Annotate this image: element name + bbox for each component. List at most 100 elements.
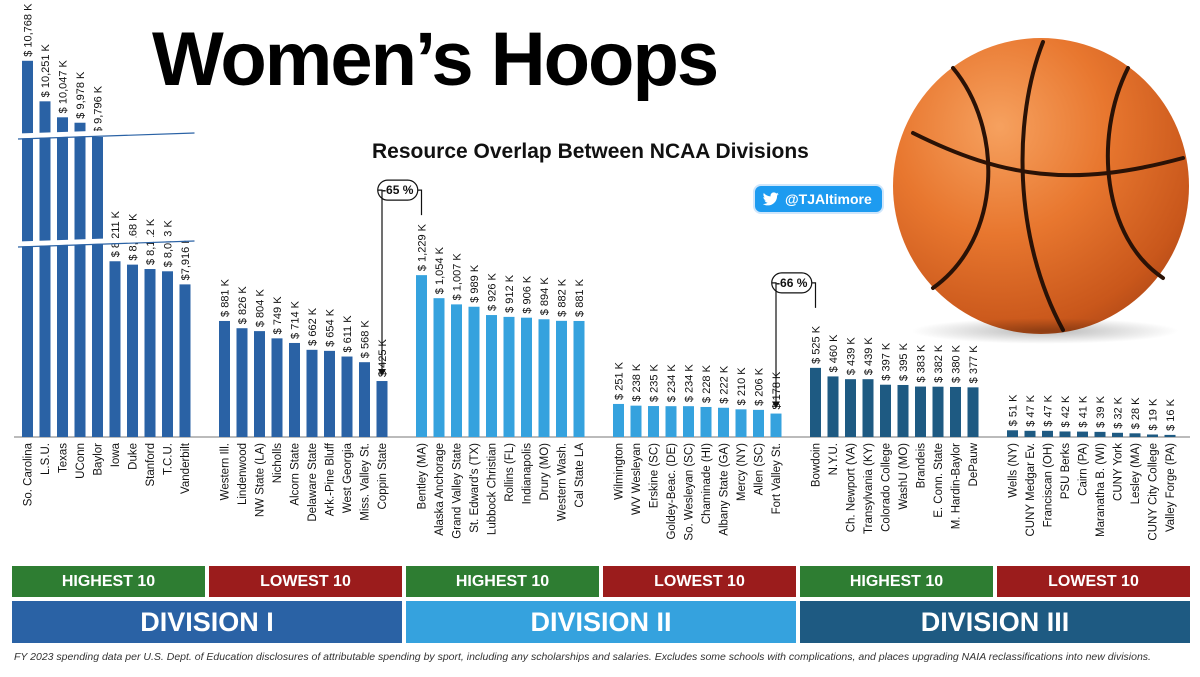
category-label: Alcorn State [290,443,302,506]
tier-band: LOWEST 10 [603,566,796,597]
bar-value-label: $ 894 K [539,277,551,316]
category-label: Lesley (MA) [1130,443,1142,505]
bar [556,320,567,437]
bar-value-label: $ 1,054 K [434,246,446,294]
category-label: Colorado College [881,443,893,532]
bar-value-label: $ 906 K [522,275,534,314]
bar [92,136,103,438]
bar [648,406,659,437]
category-label: Alaska Anchorage [434,443,446,536]
bar-value-label: $ 912 K [504,274,516,313]
bar-value-label: $ 178 K [771,371,783,410]
bar-value-label: $ 382 K [933,344,945,383]
bar [451,304,462,437]
bar [700,406,712,437]
drop-arrow-line [771,282,777,406]
bar [127,264,138,437]
bar-value-label: $ 8,211 K [110,210,122,257]
bar-chart: $ 10,768 K So. Carolina $ 10,251 K L.S.U. $ … [14,3,1190,541]
category-label: Western Wash. [557,443,569,521]
bar [718,407,729,437]
category-label: NW State (LA) [255,443,267,517]
bar-value-label: $ 8,083 K [163,220,175,268]
category-label: WashU (MO) [898,443,910,510]
bar [770,413,782,437]
drop-arrow-head [772,401,780,409]
bar [862,379,874,437]
category-label: Texas [58,443,70,473]
bar [57,117,68,438]
bar [967,387,979,437]
category-label: DePauw [968,442,980,486]
bar [630,405,642,437]
category-label: Cairn (PA) [1078,443,1090,496]
category-label: Baylor [93,443,105,476]
bar [573,320,585,437]
category-label: Chaminade (HI) [701,443,713,524]
bar-value-label: $7,916 K [180,236,192,281]
bar-value-label: $ 397 K [881,342,893,381]
category-label: Lindenwood [237,443,249,505]
category-label: Wilmington [614,443,626,500]
bar-value-label: $ 926 K [487,272,499,311]
bar [1024,430,1036,437]
tier-band: HIGHEST 10 [800,566,993,597]
bar-value-label: $ 251 K [614,361,626,400]
drop-connector-line [417,189,423,216]
tier-band: HIGHEST 10 [12,566,205,597]
bar-value-label: $ 234 K [684,364,696,403]
category-label: Iowa [110,442,122,467]
bar [219,320,230,437]
bar-value-label: $ 881 K [574,278,586,317]
tier-band: HIGHEST 10 [406,566,599,597]
bar-value-label: $ 882 K [557,278,569,317]
category-label: Bowdoin [811,443,823,487]
bar [468,306,480,437]
bar-value-label: $ 989 K [469,264,481,303]
bar [932,386,944,437]
bar [735,409,747,437]
bar [1147,434,1158,437]
bar [827,376,839,437]
category-label: Fort Valley St. [771,443,783,514]
bar-value-label: $ 8,168 K [128,213,140,261]
category-label: Stanford [145,443,157,486]
bar-value-label: $ 9,796 K [93,85,105,133]
bar-value-label: $ 425 K [377,338,389,377]
bar [236,328,248,437]
bar-value-label: $ 881 K [220,278,232,317]
category-label: N.Y.U. [828,443,840,475]
basketball-seams [911,40,1185,332]
category-label: Drury (MO) [539,443,551,501]
bar-value-label: $ 383 K [916,344,928,383]
bar [1059,431,1071,437]
category-label: WV Wesleyan [631,443,643,515]
category-label: Wells (NY) [1008,443,1020,498]
bar-value-label: $ 10,047 K [58,59,70,113]
twitter-bird-icon [763,192,779,206]
category-label: Brandeis [916,443,928,489]
category-label: Ch. Newport (VA) [846,443,858,532]
category-label: Delaware State [307,443,319,522]
twitter-handle-text: @TJAltimore [785,191,872,207]
tier-band: LOWEST 10 [997,566,1190,597]
category-label: Vanderbilt [180,442,192,494]
bar [433,298,445,437]
twitter-handle-badge[interactable]: @TJAltimore [755,186,882,212]
category-label: Goldey-Beac. (DE) [666,443,678,540]
bar [486,315,497,437]
axis-break-gap [17,235,195,247]
axis-break-mark [17,240,195,248]
bar-value-label: $ 32 K [1113,396,1125,428]
bar [341,356,353,437]
bar [845,379,856,437]
bar [665,406,677,437]
bar [289,342,300,437]
bar [179,284,191,437]
drop-callout-text: -65 % [382,183,414,197]
bar [1129,433,1141,437]
category-label: Mercy (NY) [736,443,748,501]
bar [503,316,515,437]
bar [521,317,532,437]
footnote: FY 2023 spending data per U.S. Dept. of … [14,651,1151,663]
